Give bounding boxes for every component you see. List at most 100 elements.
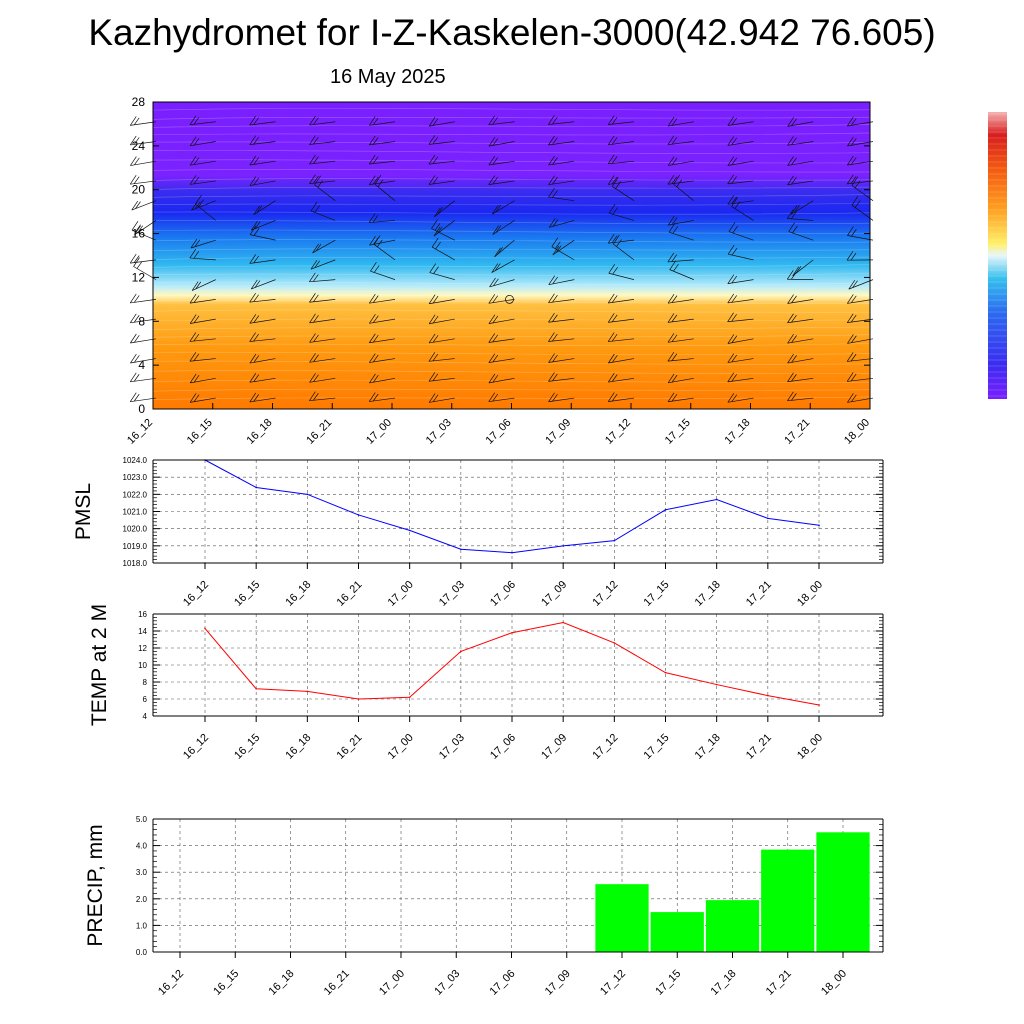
x-tick-label: 17_18 xyxy=(709,968,739,998)
wind-barb xyxy=(667,156,694,166)
wind-barb xyxy=(787,117,814,127)
wind-barb-flag xyxy=(317,180,324,188)
wind-barb xyxy=(309,313,336,324)
y-tick-label: 5.0 xyxy=(136,815,148,824)
wind-barb-flag xyxy=(491,263,499,273)
wind-barb-flag xyxy=(429,263,437,273)
wind-barb xyxy=(548,392,575,403)
wind-barb-shaft xyxy=(130,338,157,344)
wind-barb-flag xyxy=(133,393,140,402)
y-tick-label: 0 xyxy=(138,402,145,416)
wind-barb-flag xyxy=(792,225,798,234)
wind-barb-flag xyxy=(791,355,797,363)
wind-barb xyxy=(787,209,814,221)
wind-barb xyxy=(189,332,216,342)
wind-barb-flag xyxy=(548,392,555,402)
wind-barb-flag xyxy=(732,225,739,234)
wind-barb-flag xyxy=(850,157,857,165)
wind-barb-flag xyxy=(552,354,558,363)
wind-barb-flag xyxy=(795,266,802,274)
wind-barb xyxy=(134,220,157,236)
x-tick-label: 17_09 xyxy=(543,417,573,447)
y-axis-label: TEMP at 2 M xyxy=(88,604,111,726)
wind-barb-shaft xyxy=(851,185,874,201)
wind-barb-flag xyxy=(129,392,137,402)
wind-barb-flag xyxy=(788,222,796,232)
wind-barb-flag xyxy=(494,263,501,271)
y-tick-label: 0.0 xyxy=(136,948,148,957)
wind-barb-flag xyxy=(428,175,436,185)
wind-barb-flag xyxy=(673,263,679,272)
y-tick-label: 1022.0 xyxy=(123,490,148,499)
x-tick-label: 17_03 xyxy=(437,579,467,609)
wind-barb-flag xyxy=(189,175,197,185)
wind-barb xyxy=(491,259,515,273)
wind-barb-flag xyxy=(791,335,797,343)
contour-line xyxy=(152,169,871,173)
wind-barb-flag xyxy=(191,200,198,211)
data-point xyxy=(255,688,257,690)
wind-barb-shaft xyxy=(130,160,157,166)
wind-barb-flag xyxy=(552,333,558,342)
wind-barb-flag xyxy=(731,295,737,303)
wind-barb-flag xyxy=(431,237,439,248)
wind-barb xyxy=(727,393,754,403)
wind-barb xyxy=(667,252,694,263)
wind-barb-shaft xyxy=(673,183,694,201)
x-tick-label: 16_21 xyxy=(335,579,365,609)
wind-barb-flag xyxy=(672,226,679,234)
contour-line xyxy=(152,309,871,313)
wind-barb-flag xyxy=(369,314,376,324)
wind-barb-flag xyxy=(193,353,200,362)
y-tick-label: 12 xyxy=(138,644,147,653)
wind-barb-flag xyxy=(309,135,316,145)
data-point xyxy=(715,683,718,686)
wind-barb xyxy=(667,215,694,226)
contour-line xyxy=(152,211,871,215)
wind-barb-flag xyxy=(607,332,615,342)
wind-barb-flag xyxy=(731,137,738,146)
wind-barb xyxy=(846,372,874,382)
wind-barb-flag xyxy=(731,354,738,363)
wind-barb xyxy=(727,312,754,323)
wind-barb xyxy=(129,372,157,383)
wind-barb-flag xyxy=(548,332,555,342)
wind-barb-flag xyxy=(607,115,615,125)
heatmap-fill xyxy=(153,102,870,409)
wind-barb-flag xyxy=(611,333,618,342)
wind-barb xyxy=(309,135,336,145)
wind-barb-flag xyxy=(193,394,200,402)
wind-barb-flag xyxy=(791,374,797,382)
wind-barb-flag xyxy=(428,154,436,165)
wind-barb-flag xyxy=(850,252,857,261)
wind-barb-flag xyxy=(433,266,439,274)
wind-barb-flag xyxy=(428,116,436,127)
wind-barb-flag xyxy=(133,137,140,145)
wind-barb-flag xyxy=(134,157,140,166)
wind-barb-flag xyxy=(253,157,260,165)
wind-barb xyxy=(787,175,814,186)
wind-barb xyxy=(727,293,754,304)
wind-barb xyxy=(669,260,694,280)
data-point xyxy=(613,642,616,644)
wind-barb-flag xyxy=(607,372,615,383)
wind-barb-flag xyxy=(133,255,140,263)
contour-line xyxy=(152,248,871,252)
wind-barb xyxy=(787,156,814,166)
wind-barb-flag xyxy=(787,313,794,323)
wind-barb-flag xyxy=(253,205,260,215)
data-point xyxy=(767,517,769,520)
wind-barb xyxy=(488,155,515,166)
contour-line xyxy=(152,318,871,322)
wind-barb-flag xyxy=(552,190,558,198)
data-point xyxy=(357,514,360,516)
y-tick-label: 1023.0 xyxy=(123,473,148,482)
wind-barb-flag xyxy=(790,205,798,215)
wind-barb xyxy=(431,237,455,261)
wind-barb xyxy=(787,136,814,146)
wind-barb-flag xyxy=(249,115,257,126)
x-tick-label: 16_18 xyxy=(267,968,297,998)
x-tick-label: 18_00 xyxy=(795,579,825,609)
wind-barb-flag xyxy=(189,352,197,362)
wind-barb-flag xyxy=(787,333,794,344)
